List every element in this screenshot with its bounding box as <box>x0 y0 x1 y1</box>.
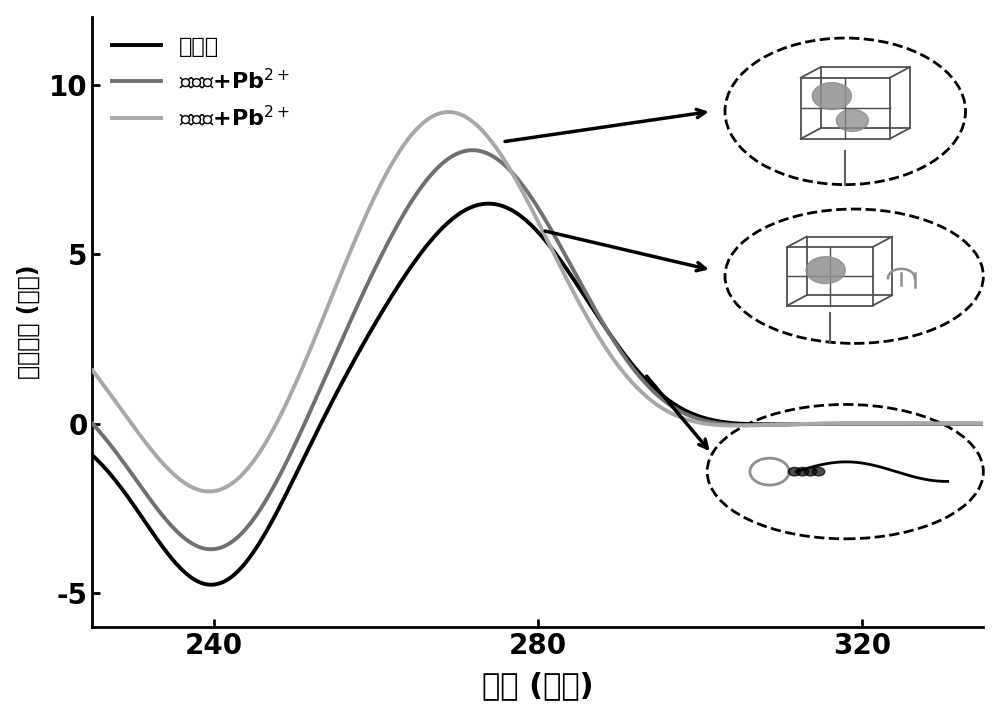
Circle shape <box>796 467 809 476</box>
Y-axis label: 圆二色谱 (毫度): 圆二色谱 (毫度) <box>17 265 41 379</box>
Circle shape <box>806 257 845 283</box>
Circle shape <box>812 467 825 476</box>
X-axis label: 波长 (纳米): 波长 (纳米) <box>482 671 594 701</box>
Legend: 适体酶, 适体酶+Pb$^{2+}$, 适配体+Pb$^{2+}$: 适体酶, 适体酶+Pb$^{2+}$, 适配体+Pb$^{2+}$ <box>104 28 299 138</box>
Circle shape <box>836 110 868 131</box>
Circle shape <box>812 82 851 110</box>
Circle shape <box>804 467 817 476</box>
Circle shape <box>788 467 801 476</box>
